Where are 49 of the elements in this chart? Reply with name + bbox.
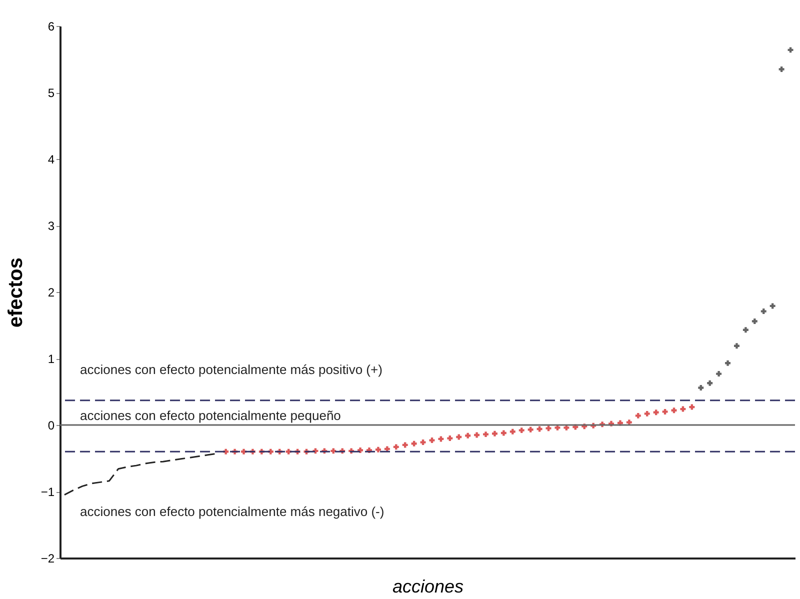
point [518, 428, 524, 434]
point [402, 442, 408, 448]
point [788, 47, 794, 53]
y-tick-label: 5 [48, 86, 55, 100]
annotation: acciones con efecto potencialmente más negativo (-) [80, 504, 384, 519]
point [644, 410, 650, 416]
y-tick-label: 3 [48, 219, 55, 233]
y-tick-label: −2 [40, 552, 55, 566]
point [456, 434, 462, 440]
point [528, 426, 534, 432]
point [778, 66, 784, 72]
y-tick-label: −1 [40, 485, 55, 499]
point [483, 432, 488, 438]
y-tick-label: 2 [48, 286, 55, 300]
point [474, 432, 480, 438]
y-tick-label: 4 [48, 152, 55, 166]
point [500, 430, 506, 436]
point [770, 303, 776, 309]
y-tick-label: 6 [48, 20, 55, 34]
y-tick-label: 0 [48, 418, 55, 432]
point [447, 436, 453, 442]
point [662, 408, 668, 414]
y-axis-title: efectos [4, 257, 27, 328]
point [734, 343, 740, 349]
point [752, 318, 758, 324]
point [680, 406, 686, 412]
point [510, 428, 516, 434]
point [411, 440, 417, 446]
x-axis-title: acciones [392, 576, 464, 596]
point [420, 440, 426, 446]
point [393, 444, 399, 450]
annotation: acciones con efecto potencialmente más positivo (+) [80, 362, 382, 377]
point [689, 404, 695, 410]
point [492, 430, 498, 436]
point [438, 436, 444, 442]
point [707, 380, 713, 386]
point [465, 432, 471, 438]
point [635, 412, 641, 418]
point [760, 308, 766, 314]
point [716, 371, 722, 377]
point [546, 426, 552, 432]
point [429, 438, 435, 444]
point [698, 385, 704, 390]
y-tick-label: 1 [48, 352, 55, 366]
annotation: acciones con efecto potencialmente pequeño [80, 408, 341, 423]
point [653, 410, 659, 416]
point [742, 327, 748, 333]
point [375, 446, 381, 452]
point [725, 360, 731, 366]
